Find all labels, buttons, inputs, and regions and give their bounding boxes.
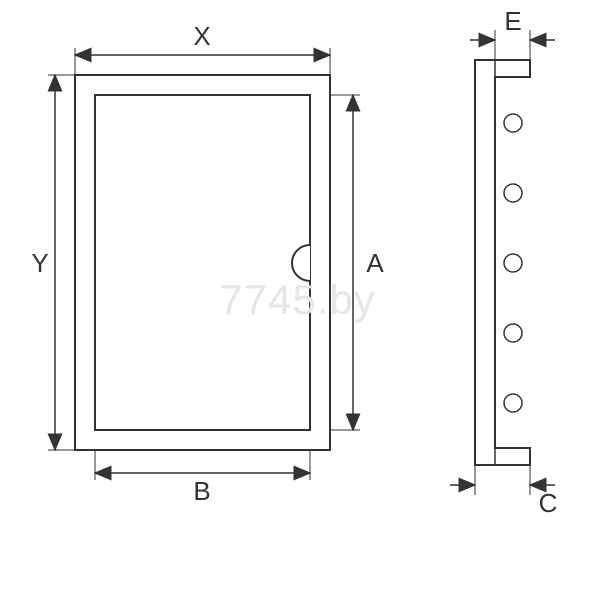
dimension-c: C <box>450 465 557 518</box>
dimension-b: B <box>95 450 310 506</box>
mounting-hole-5 <box>504 394 522 412</box>
diagram-canvas: 7745.by <box>0 0 595 600</box>
mounting-hole-3 <box>504 254 522 272</box>
label-y: Y <box>31 248 48 278</box>
label-b: B <box>193 476 210 506</box>
label-x: X <box>193 21 210 51</box>
technical-drawing-svg: X Y A B E <box>0 0 595 600</box>
side-view <box>475 60 530 465</box>
dimension-x: X <box>75 21 330 75</box>
dimension-e: E <box>470 6 555 60</box>
door-handle-notch <box>292 245 310 281</box>
mounting-hole-2 <box>504 184 522 202</box>
label-e: E <box>504 6 521 36</box>
label-a: A <box>366 248 384 278</box>
mounting-hole-4 <box>504 324 522 342</box>
dimension-y: Y <box>31 75 75 450</box>
dimension-a: A <box>330 95 384 430</box>
front-inner-door <box>95 95 310 430</box>
label-c: C <box>539 488 558 518</box>
mounting-hole-1 <box>504 114 522 132</box>
front-view <box>75 75 330 450</box>
